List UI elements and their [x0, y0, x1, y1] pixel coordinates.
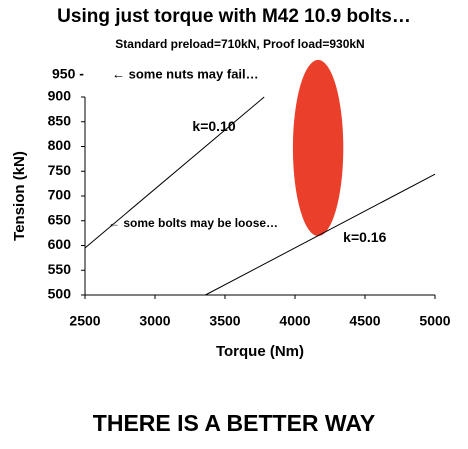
annotation: 950 -: [52, 66, 84, 82]
x-tick-label: 4500: [349, 313, 380, 329]
chart-subtitle: Standard preload=710kN, Proof load=930kN: [115, 37, 364, 51]
y-axis-label: Tension (kN): [11, 151, 28, 241]
y-tick-label: 850: [48, 112, 72, 128]
y-tick-label: 650: [48, 211, 72, 227]
ellipse-region: [292, 59, 344, 237]
chart-title: Using just torque with M42 10.9 bolts…: [57, 6, 411, 27]
y-tick-label: 900: [48, 88, 72, 104]
y-tick-label: 550: [48, 261, 72, 277]
y-tick-label: 600: [48, 236, 72, 252]
series-line: [84, 96, 265, 249]
series-line: [205, 173, 436, 296]
annotation: ← some nuts may fail…: [112, 66, 259, 81]
footer: THERE IS A BETTER WAY: [93, 410, 375, 436]
x-axis-label: Torque (Nm): [216, 343, 304, 360]
x-tick-label: 4000: [279, 313, 310, 329]
x-tick-label: 5000: [419, 313, 450, 329]
annotation: ← some bolts may be loose…: [108, 216, 278, 230]
x-tick-label: 3000: [139, 313, 170, 329]
x-tick-label: 3500: [209, 313, 240, 329]
y-tick-label: 750: [48, 162, 72, 178]
y-tick-label: 500: [48, 286, 72, 302]
series-label: k=0.10: [192, 118, 235, 134]
y-tick-label: 800: [48, 137, 72, 153]
x-tick-label: 2500: [69, 313, 100, 329]
y-tick-label: 700: [48, 187, 72, 203]
series-label: k=0.16: [343, 229, 386, 245]
